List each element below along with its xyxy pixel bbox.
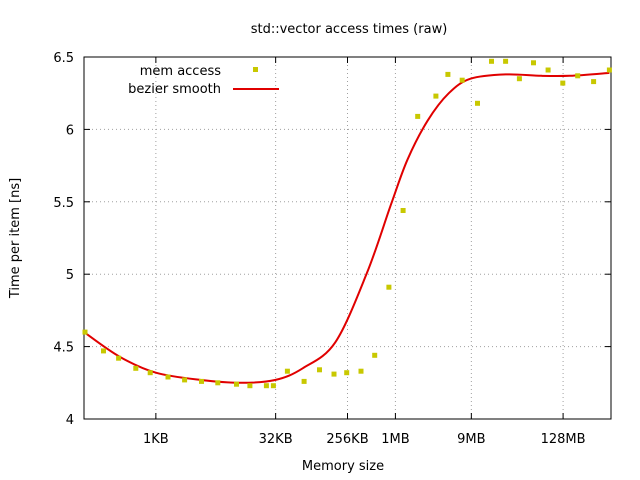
mem-access-point xyxy=(165,374,171,380)
mem-access-point xyxy=(147,370,153,376)
mem-access-point xyxy=(445,71,451,77)
legend: mem access bezier smooth xyxy=(128,64,279,97)
mem-access-point xyxy=(516,76,522,82)
mem-access-point xyxy=(133,365,139,371)
mem-access-point xyxy=(215,380,221,386)
mem-access-point xyxy=(317,367,322,373)
x-tick-label: 9MB xyxy=(457,432,485,447)
x-tick-label: 128MB xyxy=(541,432,586,447)
grid xyxy=(84,56,611,420)
mem-access-point xyxy=(503,58,509,64)
y-tick-label: 6.5 xyxy=(53,51,74,66)
mem-access-point xyxy=(415,113,421,119)
x-tick-label: 32KB xyxy=(259,432,293,447)
mem-access-point xyxy=(560,80,566,86)
y-axis-label: Time per item [ns] xyxy=(8,178,23,299)
mem-access-point xyxy=(606,67,612,73)
mem-access-point xyxy=(301,378,307,384)
mem-access-point xyxy=(545,67,551,73)
bezier-smooth-line xyxy=(83,71,610,384)
y-tick-label: 5.5 xyxy=(53,196,74,211)
x-axis-label: Memory size xyxy=(302,459,384,474)
mem-access-point xyxy=(199,378,204,384)
x-tick-label: 1KB xyxy=(143,432,169,447)
mem-access-point xyxy=(247,383,253,389)
mem-access-point xyxy=(433,93,439,99)
x-tick-label: 1MB xyxy=(381,432,409,447)
mem-access-point xyxy=(270,383,276,389)
mem-access-point xyxy=(575,73,581,79)
legend-label-bezier-smooth: bezier smooth xyxy=(128,82,221,97)
mem-access-point xyxy=(489,58,494,64)
mem-access-point xyxy=(475,100,480,106)
mem-access-point xyxy=(344,370,350,376)
mem-access-point xyxy=(400,208,406,213)
y-tick-label: 4 xyxy=(66,413,74,428)
mem-access-point xyxy=(82,329,88,335)
mem-access-point xyxy=(234,381,239,387)
mem-access-point xyxy=(459,77,465,83)
mem-access-point xyxy=(591,79,597,85)
mem-access-point xyxy=(182,377,188,383)
legend-label-mem-access: mem access xyxy=(140,64,221,79)
mem-access-point xyxy=(263,383,269,389)
y-tick-label: 6 xyxy=(66,123,74,138)
mem-access-point xyxy=(284,368,290,374)
y-tick-label: 4.5 xyxy=(53,341,74,356)
mem-access-point xyxy=(331,371,337,377)
mem-access-point xyxy=(372,352,378,358)
mem-access-point xyxy=(116,355,122,361)
mem-access-point xyxy=(358,368,364,374)
x-tick-label: 256KB xyxy=(326,432,368,447)
legend-marker-mem-access xyxy=(253,67,258,72)
mem-access-point xyxy=(101,348,106,354)
mem-access-point xyxy=(531,60,536,66)
mem-access-point xyxy=(386,284,392,290)
y-tick-label: 5 xyxy=(66,268,74,283)
axis-ticks: 4 4.5 5 5.5 6 6.5 1KB 32KB 256KB 1MB 9MB 128MB xyxy=(53,51,611,447)
series-layer xyxy=(82,58,612,389)
chart-title: std::vector access times (raw) xyxy=(251,22,448,37)
